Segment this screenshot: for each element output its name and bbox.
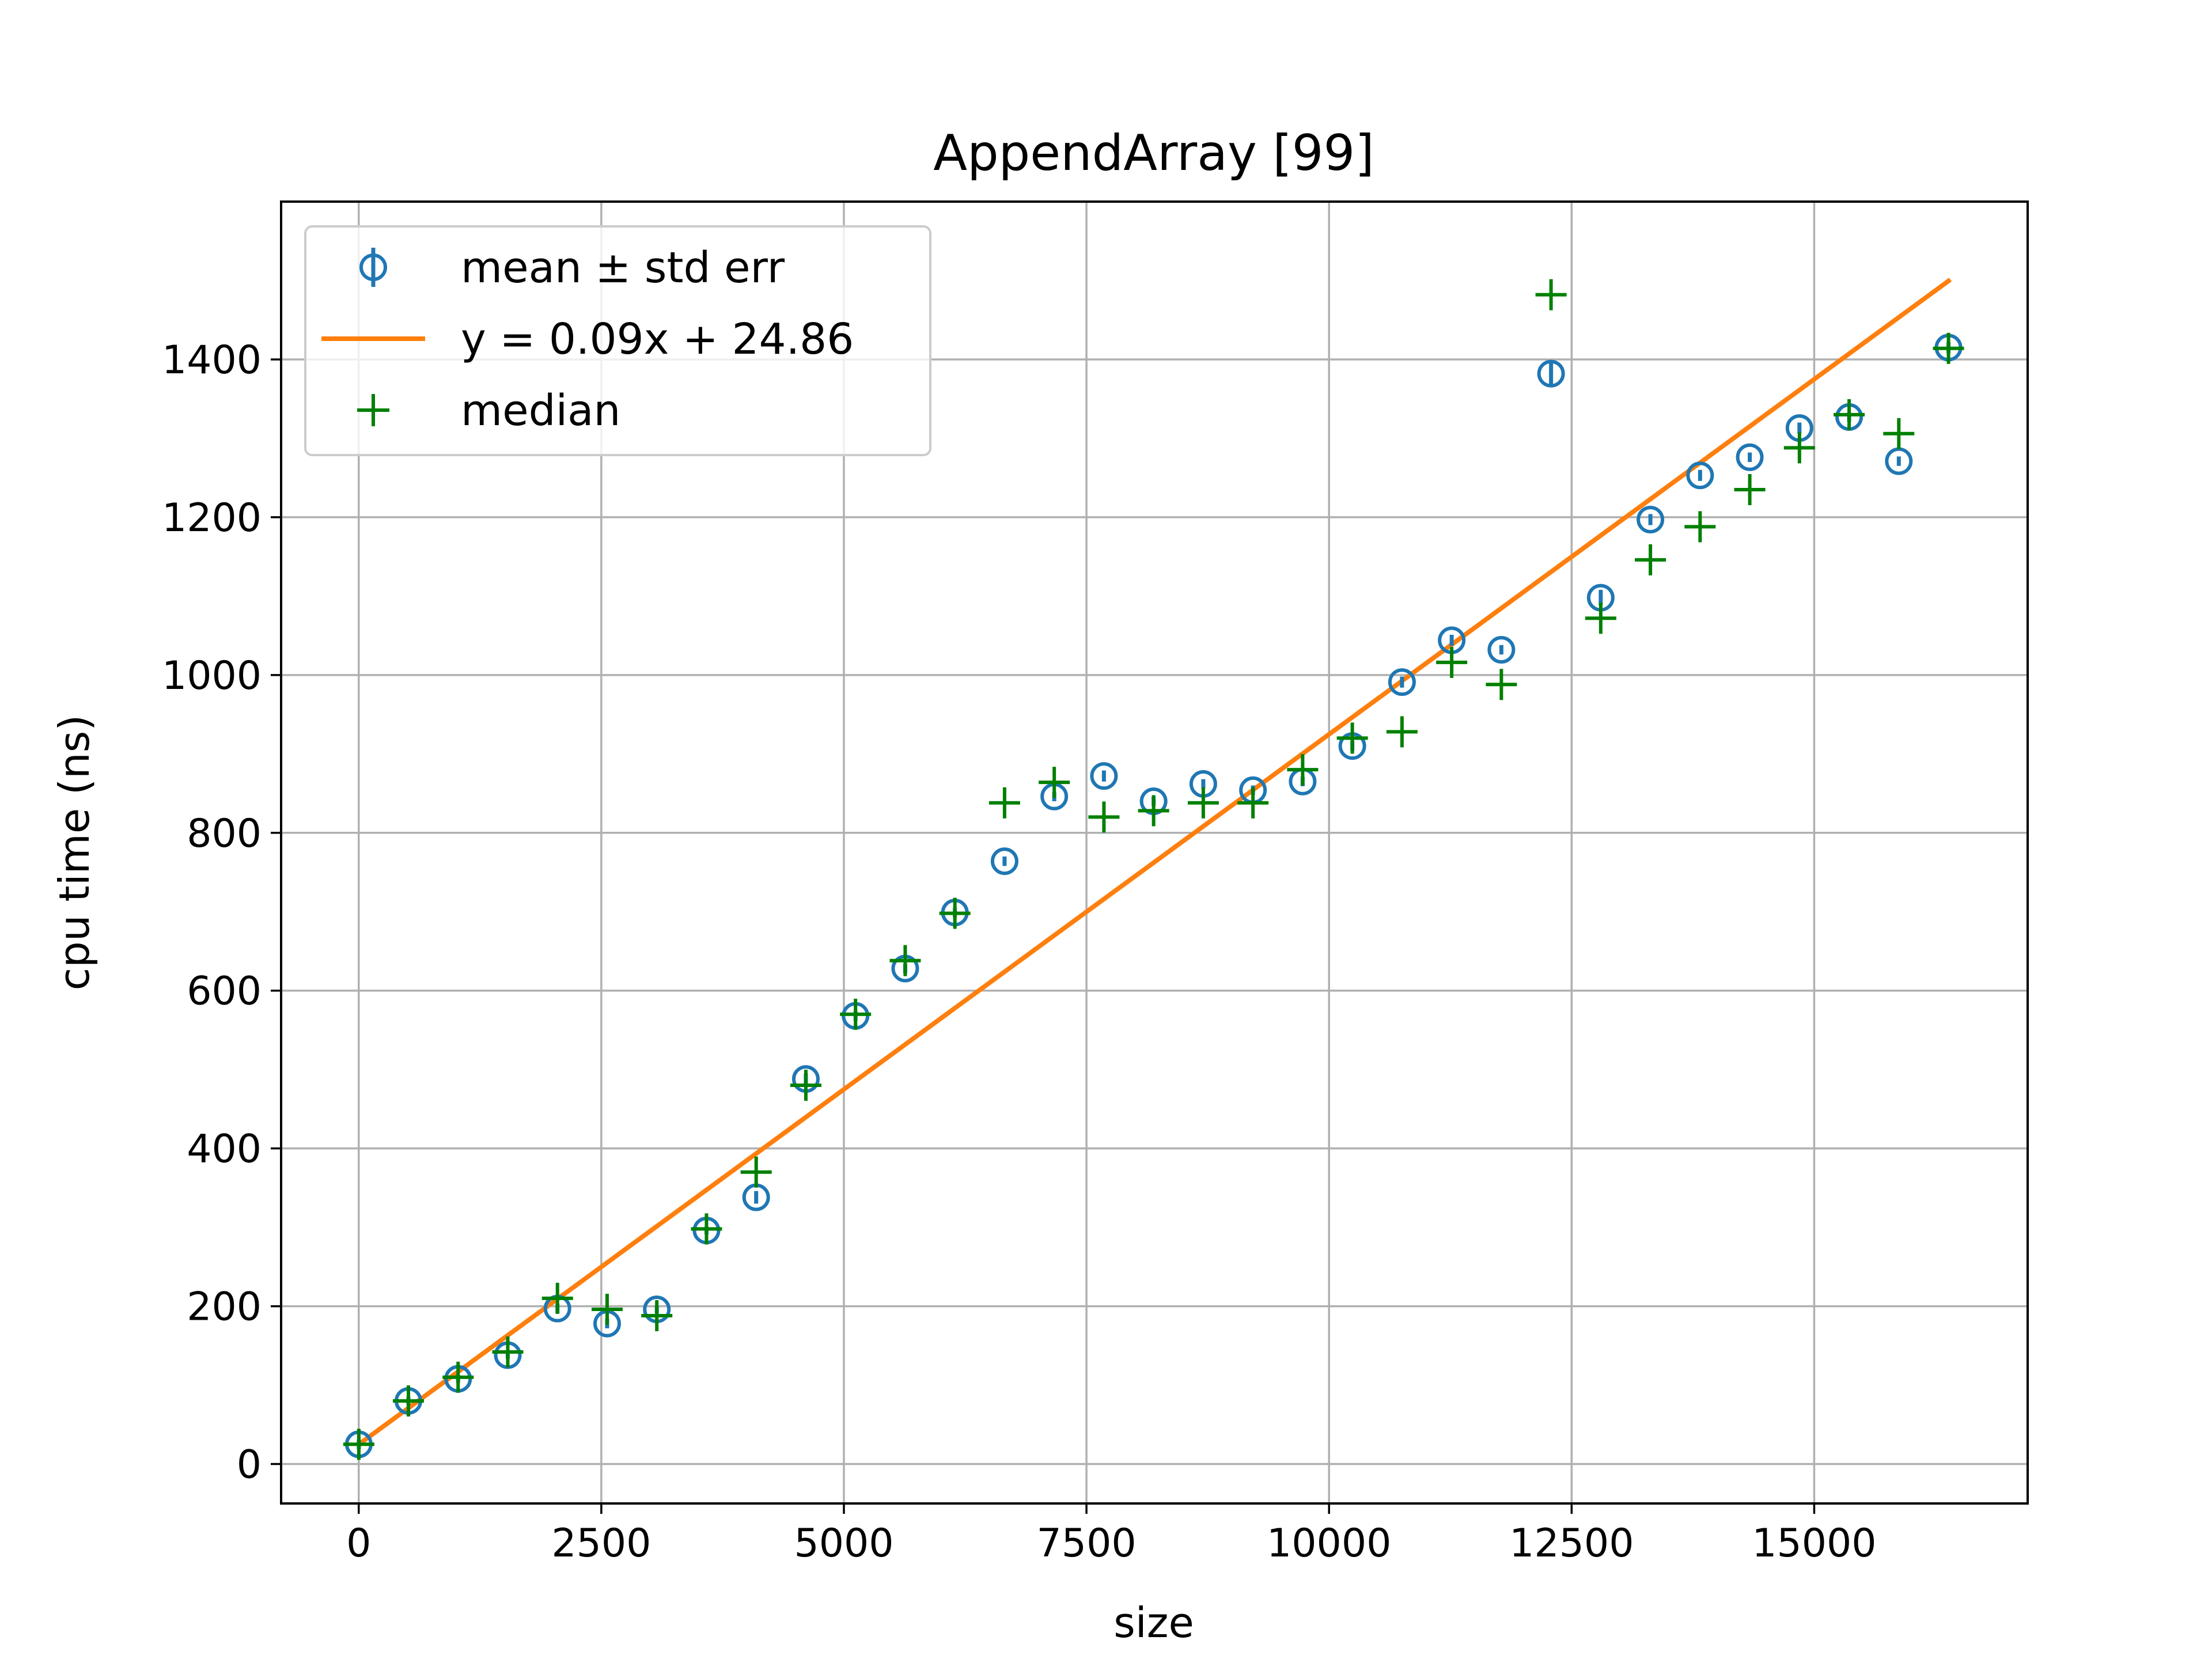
mean-point — [1736, 443, 1764, 471]
y-tick-label: 0 — [237, 1442, 262, 1488]
median-point — [641, 1300, 673, 1332]
median-point — [343, 1429, 374, 1460]
median-point — [1635, 544, 1666, 575]
median-point — [1734, 474, 1766, 505]
mean-point — [990, 847, 1018, 876]
median-point — [889, 945, 921, 976]
x-tick-label: 5000 — [794, 1521, 893, 1566]
median-point — [492, 1336, 524, 1368]
median-point — [541, 1282, 573, 1314]
median-point — [790, 1070, 821, 1101]
y-tick-label: 200 — [187, 1285, 262, 1330]
mean-marker — [1537, 359, 1565, 388]
mean-point — [1637, 505, 1665, 533]
mean-marker — [1637, 505, 1665, 533]
legend-swatch-median — [357, 394, 389, 426]
x-tick-label: 15000 — [1752, 1521, 1876, 1566]
legend-label-fit: y = 0.09x + 24.86 — [461, 315, 854, 364]
mean-marker — [1090, 762, 1118, 790]
mean-point — [1537, 359, 1565, 388]
mean-marker — [1388, 668, 1416, 696]
legend: mean ± std err y = 0.09x + 24.86 median — [304, 225, 931, 456]
chart-title: AppendArray [99] — [933, 124, 1374, 182]
x-tick-label: 7500 — [1037, 1521, 1137, 1566]
median-point — [1287, 754, 1319, 786]
median-point — [1933, 332, 1964, 364]
median-point — [1187, 787, 1219, 819]
median-point — [1436, 646, 1468, 678]
mean-marker — [1686, 461, 1714, 490]
mean-point — [1686, 461, 1714, 490]
legend-label-median: median — [461, 386, 620, 435]
x-tick-label: 12500 — [1509, 1521, 1634, 1566]
y-tick-label: 1400 — [162, 338, 262, 383]
x-tick-label: 10000 — [1267, 1521, 1391, 1566]
x-tick-label: 0 — [346, 1521, 371, 1566]
median-point — [1535, 279, 1567, 310]
median-point — [1783, 432, 1815, 464]
axis-ticks: 0 2500 5000 7500 10000 12500 15000 0 200 400 600 80… — [162, 338, 1877, 1566]
median-point — [740, 1156, 772, 1188]
x-tick-label: 2500 — [551, 1521, 651, 1566]
median-point — [1138, 795, 1169, 827]
x-axis-label: size — [1113, 1599, 1194, 1647]
legend-swatch-mean — [359, 248, 387, 287]
mean-point — [1090, 762, 1118, 790]
y-tick-label: 600 — [187, 969, 262, 1014]
median-point — [1386, 716, 1418, 748]
mean-point — [1487, 635, 1516, 664]
mean-point — [1388, 668, 1416, 696]
median-point — [1237, 787, 1269, 819]
median-point — [1585, 603, 1616, 634]
median-point — [1088, 801, 1120, 833]
legend-box — [304, 225, 931, 456]
median-point — [691, 1213, 722, 1245]
median-point — [1336, 722, 1368, 754]
median-point — [1486, 669, 1517, 700]
plot-frame — [280, 200, 2029, 1505]
mean-marker — [1487, 635, 1516, 664]
plot-marks — [343, 278, 1964, 1460]
median-point — [1039, 767, 1070, 798]
y-tick-label: 1000 — [162, 653, 262, 699]
median-point — [840, 998, 872, 1030]
mean-marker — [1736, 443, 1764, 471]
median-point — [1684, 511, 1716, 543]
y-axis-label: cpu time (ns) — [50, 715, 99, 991]
legend-label-mean: mean ± std err — [461, 243, 785, 293]
y-tick-label: 800 — [187, 811, 262, 857]
y-tick-label: 1200 — [162, 495, 262, 541]
fit-line — [355, 278, 1952, 1448]
mean-marker — [990, 847, 1018, 876]
median-point — [1883, 418, 1915, 449]
median-point — [988, 787, 1020, 819]
median-point — [939, 897, 971, 929]
median-point — [392, 1385, 424, 1416]
y-tick-label: 400 — [187, 1127, 262, 1172]
median-point — [1834, 399, 1865, 430]
median-point — [591, 1294, 623, 1325]
median-point — [442, 1361, 474, 1393]
